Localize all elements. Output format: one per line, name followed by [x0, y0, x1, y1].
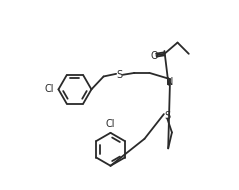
Text: N: N: [166, 77, 174, 87]
Text: Cl: Cl: [106, 119, 115, 129]
Text: S: S: [116, 70, 123, 80]
Text: Cl: Cl: [45, 84, 54, 94]
Text: O: O: [150, 51, 158, 61]
Text: S: S: [164, 111, 170, 121]
